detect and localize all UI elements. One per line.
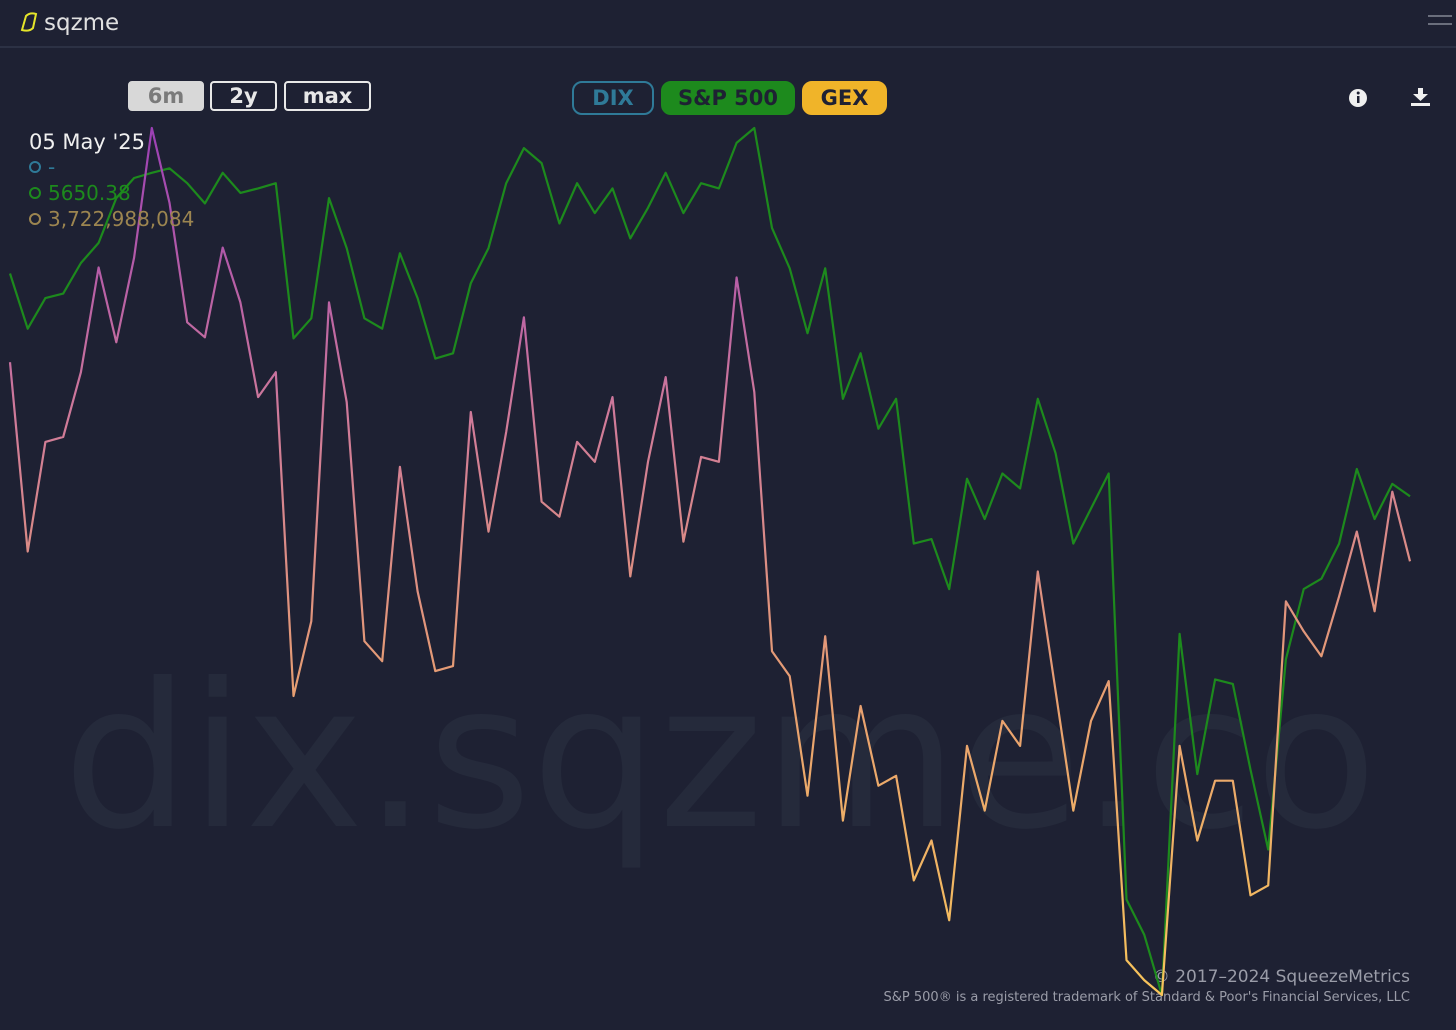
series-toggle[interactable]: S&P 500: [661, 81, 795, 115]
copyright: © 2017–2024 SqueezeMetrics: [1153, 967, 1410, 987]
series-line: [8, 126, 1411, 997]
hover-legend: 05 May '25 -5650.38 3,722,988,084: [29, 130, 194, 232]
legend-dot: [29, 161, 41, 173]
hover-date: 05 May '25: [29, 130, 145, 154]
legend-row: -: [29, 154, 194, 180]
trademark: S&P 500® is a registered trademark of St…: [884, 990, 1410, 1005]
logo-text[interactable]: sqzme: [44, 10, 119, 36]
toolbar-icons: [1349, 88, 1430, 107]
legend-value: -: [48, 155, 56, 179]
menu-icon[interactable]: [1428, 15, 1452, 25]
logo-icon: [20, 12, 38, 32]
header: sqzme: [0, 0, 1456, 48]
info-button[interactable]: [1349, 89, 1367, 107]
download-button[interactable]: [1411, 88, 1430, 106]
legend-dot: [29, 213, 41, 225]
legend-value: 5650.38: [48, 181, 131, 205]
legend-row: 3,722,988,084: [29, 206, 194, 232]
range-button[interactable]: 2y: [210, 81, 277, 111]
legend-row: 5650.38: [29, 180, 194, 206]
legend-dot: [29, 187, 41, 199]
series-line: [8, 126, 1412, 997]
range-button[interactable]: 6m: [128, 81, 204, 111]
legend-value: 3,722,988,084: [48, 207, 195, 231]
watermark: dix.sqzme.co: [63, 641, 1377, 874]
range-button[interactable]: max: [284, 81, 371, 111]
series-toggle[interactable]: GEX: [802, 81, 887, 115]
header-graphics: sqzme: [20, 10, 1452, 36]
series-toggle[interactable]: DIX: [572, 81, 654, 115]
